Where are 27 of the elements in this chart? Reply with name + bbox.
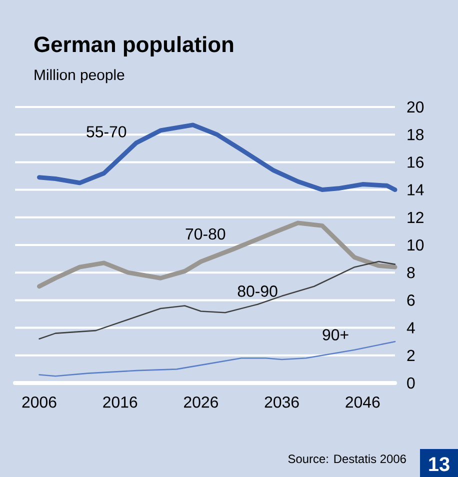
y-tick-label: 16: [408, 156, 424, 168]
y-tick-label: 12: [408, 212, 424, 223]
series-label: 70-80: [186, 228, 226, 240]
y-tick-label: 4: [406, 322, 415, 334]
series-label: 90+: [322, 329, 348, 340]
text: 13: [429, 457, 450, 472]
line-series: [38, 340, 396, 377]
x-tick-label: 2006: [22, 396, 56, 408]
x-tick-label: 2046: [346, 396, 380, 408]
series-label: 80-90: [238, 286, 278, 297]
line-series: [37, 122, 398, 192]
y-tick-label: 18: [408, 128, 424, 140]
series-label: 55-70: [86, 126, 126, 138]
x-tick-label: 2036: [264, 396, 299, 408]
y-tick-label: 14: [408, 184, 424, 196]
chart-title: German population: [34, 36, 234, 57]
line-series: [38, 260, 396, 340]
y-tick-label: 10: [408, 239, 424, 251]
y-tick-label: 8: [407, 266, 415, 278]
y-tick-label: 0: [407, 377, 415, 389]
chart-subtitle: Million people: [34, 69, 124, 84]
source-note: Source: Destatis 2006: [288, 454, 406, 464]
x-tick-label: 2026: [184, 396, 218, 408]
x-tick-label: 2016: [103, 396, 138, 408]
y-tick-label: 2: [407, 350, 415, 361]
y-tick-label: 6: [407, 294, 415, 306]
y-tick-label: 20: [407, 101, 424, 113]
